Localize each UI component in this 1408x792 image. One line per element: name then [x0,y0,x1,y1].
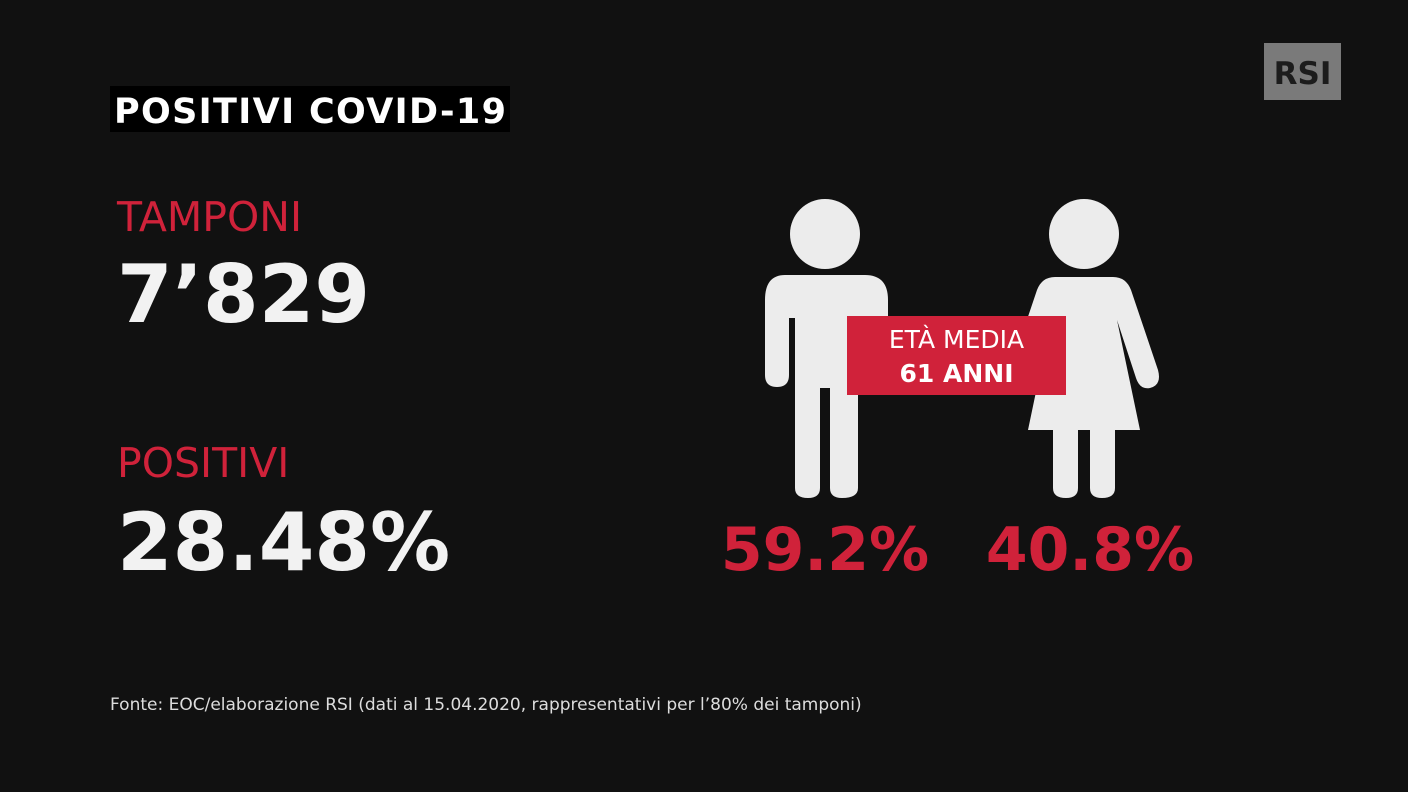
stat-label: POSITIVI [117,439,289,487]
source: Fonte: EOC/elaborazione RSI (dati al 15.… [110,695,862,715]
age-value: 61 ANNI [900,359,1014,388]
male-percent: 59.2% [721,515,929,585]
stat-value: 7’829 [117,248,370,341]
logo-box [1264,43,1341,100]
stat-value: 28.48% [117,496,450,589]
title-box [110,86,510,132]
female-percent: 40.8% [986,515,1194,585]
title: POSITIVI COVID-19 [114,92,506,132]
stat-label: TAMPONI [116,193,302,241]
logo: RSI [1274,56,1332,92]
age-label: ETÀ MEDIA [889,325,1024,354]
age-box [847,316,1066,395]
